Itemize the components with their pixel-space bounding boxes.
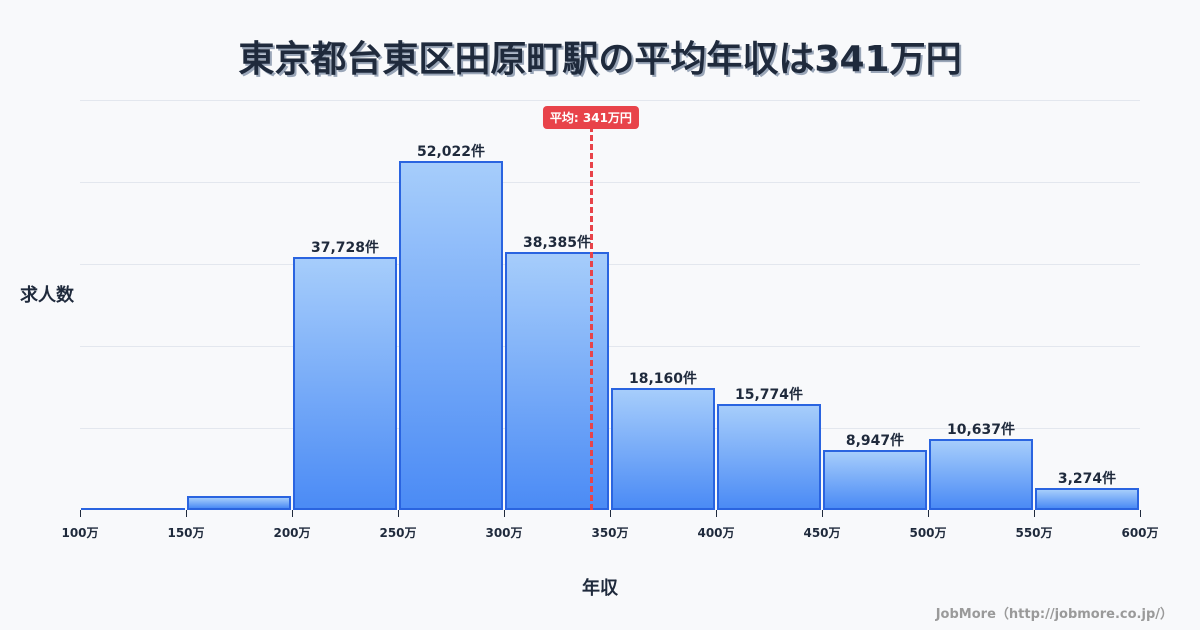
x-tick-label: 550万: [1015, 526, 1053, 540]
gridline: [80, 100, 1140, 101]
bar-value-label: 52,022件: [416, 143, 486, 160]
x-axis-tick: [928, 510, 929, 517]
x-axis-tick: [716, 510, 717, 517]
x-tick-label: 400万: [697, 526, 735, 540]
y-axis-label: 求人数: [20, 285, 74, 306]
x-axis-tick: [292, 510, 293, 517]
x-tick-label: 250万: [379, 526, 417, 540]
histogram-bar: [293, 256, 397, 510]
histogram-bar: [717, 404, 821, 510]
histogram-bar: [929, 438, 1033, 510]
x-tick-label: 300万: [485, 526, 523, 540]
histogram-bar: [187, 495, 291, 510]
histogram-bar: [611, 388, 715, 510]
average-line: [589, 126, 593, 510]
gridline: [80, 428, 1140, 429]
x-axis-tick: [822, 510, 823, 517]
x-axis-tick: [504, 510, 505, 517]
x-axis-tick: [80, 510, 81, 517]
x-tick-label: 600万: [1121, 526, 1159, 540]
bar-value-label: 8,947件: [845, 432, 905, 449]
source-credit: JobMore（http://jobmore.co.jp/）: [935, 607, 1173, 622]
histogram-bar: [823, 449, 927, 510]
bar-value-label: 38,385件: [522, 235, 592, 252]
histogram-bar: [81, 508, 185, 510]
bar-value-label: 10,637件: [946, 421, 1016, 438]
x-axis-tick: [1140, 510, 1141, 517]
x-axis-tick: [186, 510, 187, 517]
bar-value-label: 18,160件: [628, 371, 698, 388]
gridline: [80, 264, 1140, 265]
chart-title: 東京都台東区田原町駅の平均年収は341万円: [238, 39, 962, 80]
x-axis-tick: [398, 510, 399, 517]
x-tick-label: 350万: [591, 526, 629, 540]
x-tick-label: 450万: [803, 526, 841, 540]
histogram-bar: [399, 160, 503, 510]
gridline: [80, 346, 1140, 347]
x-axis-tick: [1034, 510, 1035, 517]
histogram-bar: [1035, 488, 1139, 510]
bar-value-label: 37,728件: [310, 239, 380, 256]
x-axis-tick: [610, 510, 611, 517]
x-axis-label: 年収: [582, 578, 618, 599]
x-tick-label: 500万: [909, 526, 947, 540]
x-tick-label: 100万: [61, 526, 99, 540]
bar-value-label: 3,274件: [1057, 471, 1117, 488]
bar-value-label: 15,774件: [734, 387, 804, 404]
x-tick-label: 150万: [167, 526, 205, 540]
average-badge: 平均: 341万円: [542, 106, 639, 129]
plot-area: 37,728件 52,022件 38,385件 18,160件 15,774件 8,947…: [61, 100, 1159, 540]
gridline: [80, 182, 1140, 183]
x-tick-label: 200万: [273, 526, 311, 540]
